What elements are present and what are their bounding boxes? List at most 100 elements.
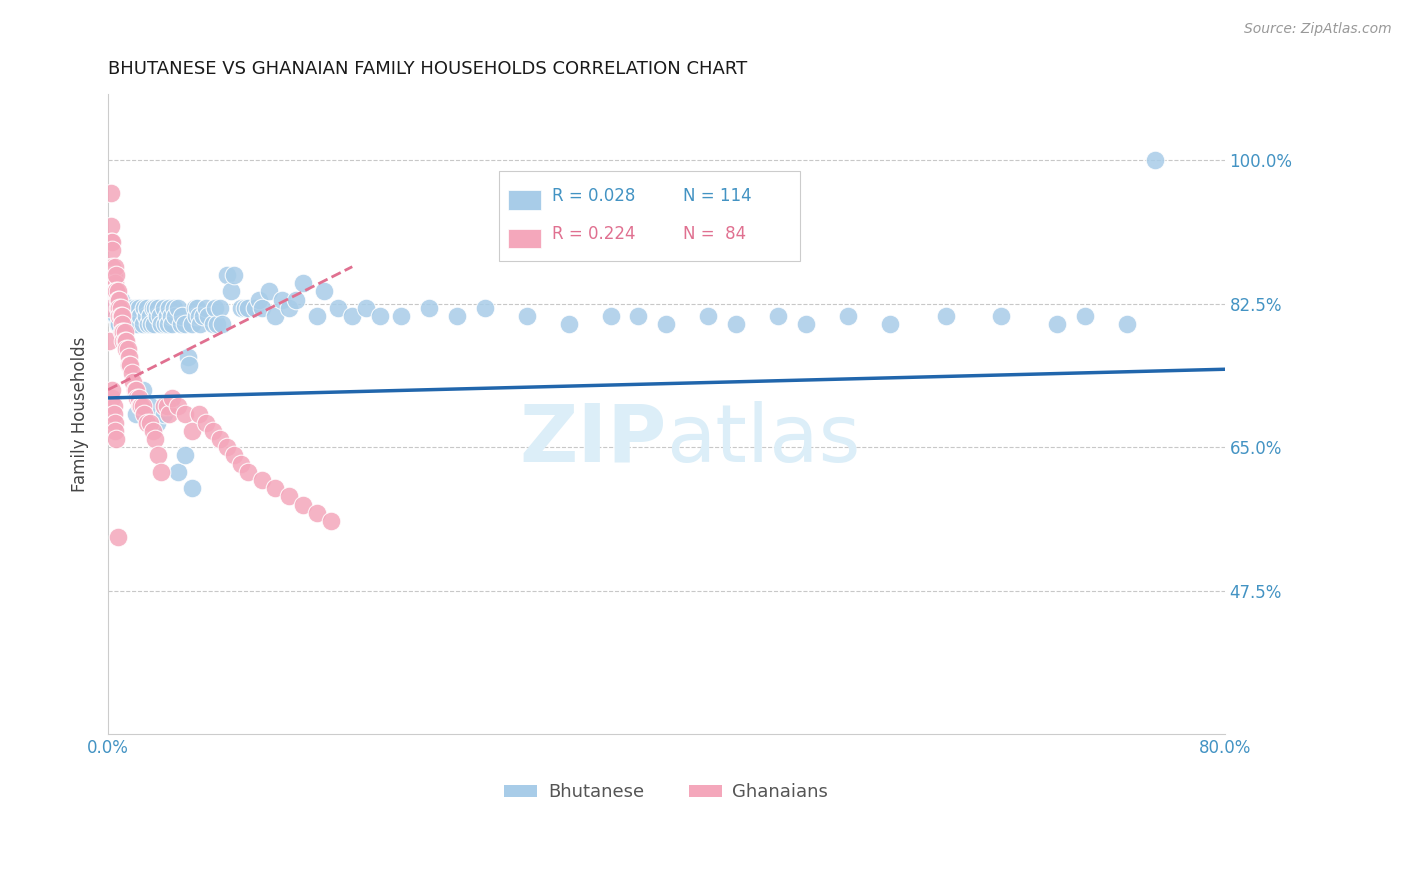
Point [162, 301, 184, 315]
Point [837, 309, 859, 323]
Point [142, 301, 165, 315]
Text: atlas: atlas [666, 401, 860, 479]
Point [136, 301, 159, 315]
Point [135, 309, 157, 323]
Point [160, 317, 183, 331]
Point [187, 408, 209, 422]
Point [120, 301, 142, 315]
Point [156, 317, 179, 331]
Point [105, 268, 128, 282]
Point [101, 244, 124, 258]
Point [794, 317, 817, 331]
Point [321, 514, 343, 528]
Point [107, 317, 129, 331]
Point [149, 309, 172, 323]
Point [124, 383, 146, 397]
Point [103, 276, 125, 290]
Point [157, 301, 180, 315]
Point [247, 293, 270, 307]
Point [127, 391, 149, 405]
Point [118, 350, 141, 364]
Point [105, 432, 128, 446]
Point [229, 301, 252, 315]
Point [307, 506, 329, 520]
Point [173, 408, 195, 422]
Text: R = 0.028: R = 0.028 [553, 186, 636, 204]
Text: ZIP: ZIP [519, 401, 666, 479]
Point [131, 399, 153, 413]
Point [176, 350, 198, 364]
Point [166, 301, 188, 315]
Point [138, 317, 160, 331]
Point [108, 301, 131, 315]
Point [114, 334, 136, 348]
Point [233, 301, 256, 315]
Text: BHUTANESE VS GHANAIAN FAMILY HOUSEHOLDS CORRELATION CHART: BHUTANESE VS GHANAIAN FAMILY HOUSEHOLDS … [108, 60, 747, 78]
Point [166, 399, 188, 413]
Point [118, 309, 141, 323]
Point [107, 301, 129, 315]
Point [180, 481, 202, 495]
Point [278, 301, 301, 315]
Point [211, 317, 233, 331]
Point [134, 408, 156, 422]
Point [108, 317, 131, 331]
Point [201, 317, 224, 331]
Point [98, 301, 121, 315]
Point [112, 301, 135, 315]
Point [655, 317, 678, 331]
Point [122, 375, 145, 389]
Point [114, 326, 136, 340]
Point [112, 334, 135, 348]
Point [129, 309, 152, 323]
Point [208, 301, 231, 315]
Point [229, 457, 252, 471]
Point [153, 399, 176, 413]
Point [145, 301, 167, 315]
Point [205, 317, 228, 331]
Point [121, 309, 143, 323]
Point [191, 309, 214, 323]
Point [110, 293, 132, 307]
Point [153, 408, 176, 422]
Point [115, 342, 138, 356]
Point [100, 219, 122, 233]
Point [1074, 309, 1097, 323]
Legend: Bhutanese, Ghanaians: Bhutanese, Ghanaians [498, 776, 835, 808]
Point [1143, 153, 1166, 167]
Point [177, 358, 200, 372]
Point [990, 309, 1012, 323]
Point [173, 449, 195, 463]
Point [285, 293, 308, 307]
Point [110, 309, 132, 323]
Point [121, 367, 143, 381]
Point [107, 285, 129, 299]
Point [125, 383, 148, 397]
Point [257, 285, 280, 299]
Point [194, 301, 217, 315]
Point [139, 309, 162, 323]
Point [418, 301, 440, 315]
Point [101, 383, 124, 397]
Point [143, 317, 166, 331]
Text: N = 114: N = 114 [683, 186, 752, 204]
Point [160, 391, 183, 405]
Point [879, 317, 901, 331]
Point [108, 309, 131, 323]
Point [236, 465, 259, 479]
Point [100, 235, 122, 249]
FancyBboxPatch shape [508, 190, 541, 210]
Point [278, 490, 301, 504]
Point [101, 268, 124, 282]
Point [236, 301, 259, 315]
Point [111, 309, 134, 323]
Point [124, 309, 146, 323]
Point [104, 416, 127, 430]
Point [132, 317, 155, 331]
Point [292, 498, 315, 512]
Point [148, 301, 170, 315]
Point [125, 408, 148, 422]
Point [159, 399, 181, 413]
Point [180, 317, 202, 331]
Point [150, 317, 173, 331]
